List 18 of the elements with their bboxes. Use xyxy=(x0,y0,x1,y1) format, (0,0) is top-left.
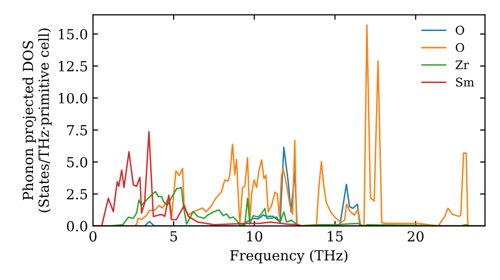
y-tick-label: 0.0 xyxy=(66,220,88,232)
x-tick-label: 0 xyxy=(89,231,96,242)
x-axis-title: Frequency (THz) xyxy=(230,250,348,264)
x-tick-label: 20 xyxy=(408,231,424,242)
legend-label: O xyxy=(456,43,464,52)
y-tick-label: 7.5 xyxy=(67,125,88,136)
legend-label: Zr xyxy=(456,60,469,70)
y-tick-label: 12.5 xyxy=(58,60,88,72)
x-tick-label: 10 xyxy=(247,231,262,242)
legend-label: O xyxy=(456,26,464,35)
x-tick-label: 5 xyxy=(170,231,178,242)
y-axis-title: Phonon projected DOS (States/THz·primitive cell) xyxy=(22,28,52,212)
legend-label: Sm xyxy=(456,78,474,87)
y-tick-label: 5.0 xyxy=(67,156,88,168)
y-tick-label: 2.5 xyxy=(66,188,88,200)
x-tick-label: 15 xyxy=(328,231,343,242)
y-tick-label: 10.0 xyxy=(58,92,88,104)
y-tick-label: 15.0 xyxy=(58,29,88,40)
